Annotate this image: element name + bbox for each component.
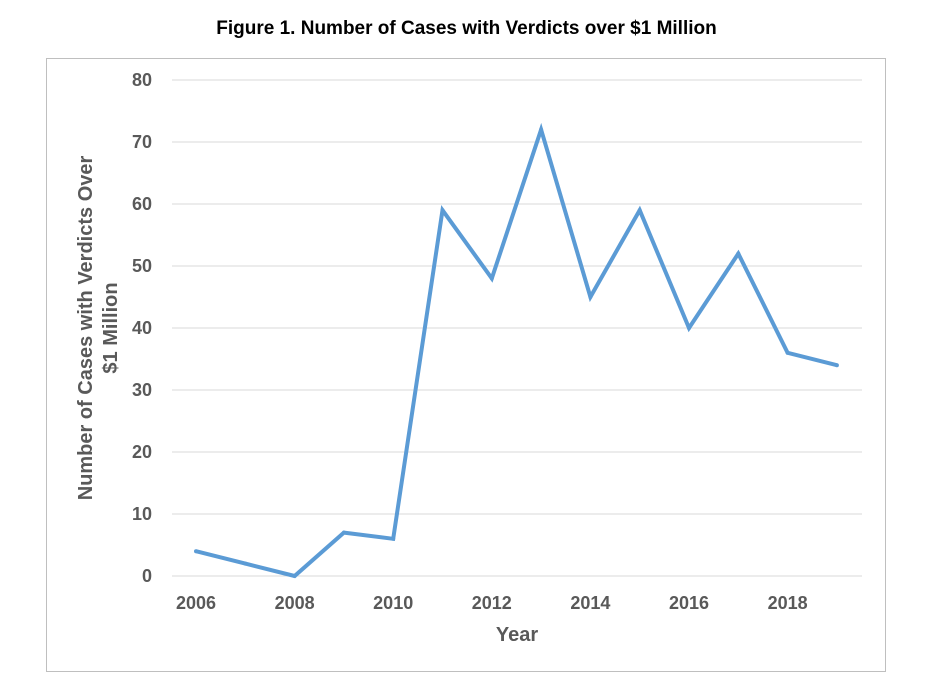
y-tick-label: 70 (132, 132, 152, 152)
y-tick-label: 40 (132, 318, 152, 338)
x-axis-ticks: 2006 2008 2010 2012 2014 2016 2018 (176, 593, 808, 613)
chart-title: Figure 1. Number of Cases with Verdicts … (216, 18, 717, 39)
data-point (588, 295, 593, 299)
x-tick-label: 2016 (669, 593, 709, 613)
data-point (736, 251, 741, 256)
y-axis-ticks: 0 10 20 30 40 50 60 70 80 (132, 70, 152, 586)
y-tick-label: 30 (132, 380, 152, 400)
x-tick-label: 2008 (275, 593, 315, 613)
data-point (834, 363, 839, 368)
x-tick-label: 2018 (768, 593, 808, 613)
data-point (489, 276, 494, 281)
data-point (539, 127, 544, 132)
data-point (440, 208, 445, 213)
data-point (687, 326, 691, 330)
data-point (243, 561, 248, 566)
x-axis-title: Year (496, 624, 538, 646)
y-tick-label: 20 (132, 442, 152, 462)
y-axis-title: Number of Cases with Verdicts Over $1 Mi… (75, 156, 122, 501)
x-tick-label: 2012 (472, 593, 512, 613)
series-line (195, 122, 838, 579)
chart-frame (46, 58, 886, 672)
gridlines (172, 79, 862, 577)
data-point (194, 549, 198, 554)
y-axis-title-line-2: $1 Million (100, 282, 122, 373)
y-tick-label: 60 (132, 194, 152, 214)
y-tick-label: 80 (132, 70, 152, 90)
data-point (637, 208, 642, 213)
data-point (341, 530, 346, 535)
y-tick-label: 50 (132, 256, 152, 276)
y-axis-title-line-1: Number of Cases with Verdicts Over (75, 156, 97, 501)
y-tick-label: 10 (132, 504, 152, 524)
y-tick-label: 0 (142, 566, 152, 586)
x-tick-label: 2010 (373, 593, 413, 613)
data-point (785, 350, 790, 355)
data-point (292, 574, 297, 578)
series-group (194, 122, 839, 579)
x-tick-label: 2006 (176, 593, 216, 613)
x-tick-label: 2014 (570, 593, 610, 613)
data-point (391, 536, 396, 541)
